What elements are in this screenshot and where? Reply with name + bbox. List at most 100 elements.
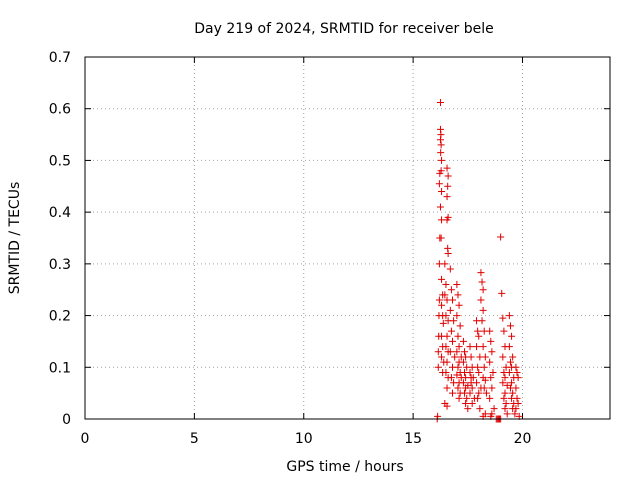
- data-point: [500, 327, 508, 335]
- data-point: [447, 286, 455, 294]
- data-point: [462, 399, 470, 407]
- x-tick-label: 20: [514, 431, 532, 447]
- data-point: [505, 343, 513, 351]
- data-point: [455, 394, 463, 402]
- data-point: [435, 296, 443, 304]
- data-point: [442, 281, 450, 289]
- data-point: [474, 327, 482, 335]
- data-point: [488, 348, 496, 356]
- data-point: [462, 384, 470, 392]
- data-point: [438, 187, 446, 195]
- data-point: [508, 332, 516, 340]
- data-points: [433, 99, 523, 423]
- data-point: [468, 384, 476, 392]
- axis-ticks: [84, 56, 610, 420]
- data-point: [503, 410, 511, 418]
- data-point: [446, 265, 454, 273]
- y-tick-label: 0.1: [49, 360, 71, 376]
- data-point: [455, 343, 463, 351]
- data-point: [443, 332, 451, 340]
- data-point: [444, 172, 452, 180]
- data-point: [437, 141, 445, 149]
- data-point: [475, 368, 483, 376]
- data-point: [479, 286, 487, 294]
- data-point: [434, 363, 442, 371]
- data-point: [481, 376, 489, 384]
- data-point: [459, 358, 467, 366]
- data-point: [512, 363, 520, 371]
- data-point: [437, 167, 445, 175]
- data-point: [454, 291, 462, 299]
- data-point: [447, 327, 455, 335]
- data-point: [443, 193, 451, 201]
- data-point: [480, 384, 488, 392]
- x-tick-label: 10: [295, 431, 313, 447]
- data-point: [439, 319, 447, 327]
- data-point: [453, 281, 461, 289]
- data-point: [514, 374, 522, 382]
- data-point: [467, 353, 475, 361]
- data-point: [441, 260, 449, 268]
- data-point: [443, 384, 451, 392]
- data-point: [501, 405, 509, 413]
- chart-title: Day 219 of 2024, SRMTID for receiver bel…: [194, 21, 493, 37]
- data-point: [450, 317, 458, 325]
- data-point: [499, 379, 507, 387]
- data-point: [482, 389, 490, 397]
- data-point: [453, 312, 461, 320]
- data-point: [498, 289, 506, 297]
- data-point: [436, 99, 444, 107]
- data-point: [456, 322, 464, 330]
- data-point: [509, 353, 517, 361]
- data-point: [476, 405, 484, 413]
- data-point: [479, 343, 487, 351]
- data-point: [479, 306, 487, 314]
- data-point: [502, 399, 510, 407]
- data-point: [499, 353, 507, 361]
- data-point: [509, 389, 517, 397]
- data-point: [501, 389, 509, 397]
- data-point: [466, 343, 474, 351]
- data-point: [442, 368, 450, 376]
- y-tick-labels: 0 0.1 0.2 0.3 0.4 0.5 0.6 0.7: [49, 50, 71, 428]
- data-point: [499, 314, 507, 322]
- data-point: [506, 358, 514, 366]
- data-point: [467, 374, 475, 382]
- data-point: [446, 306, 454, 314]
- data-point: [489, 368, 497, 376]
- x-axis-label: GPS time / hours: [286, 459, 403, 475]
- data-point: [474, 394, 482, 402]
- grid-lines: [85, 57, 610, 419]
- data-point: [497, 233, 505, 241]
- data-point: [438, 353, 446, 361]
- data-point: [446, 348, 454, 356]
- data-point: [451, 353, 459, 361]
- data-point: [478, 278, 486, 286]
- data-point: [438, 156, 446, 164]
- data-point: [464, 405, 472, 413]
- data-point: [463, 394, 471, 402]
- data-point: [461, 348, 469, 356]
- data-point: [454, 384, 462, 392]
- data-point: [459, 379, 467, 387]
- data-point: [466, 389, 474, 397]
- data-point: [454, 332, 462, 340]
- data-point: [436, 136, 444, 144]
- y-tick-label: 0.5: [49, 153, 71, 169]
- data-point: [513, 368, 521, 376]
- data-point: [438, 275, 446, 283]
- data-point: [486, 358, 494, 366]
- x-tick-label: 0: [81, 431, 90, 447]
- data-point: [447, 374, 455, 382]
- data-point: [459, 337, 467, 345]
- data-point: [441, 291, 449, 299]
- y-tick-label: 0.4: [49, 205, 71, 221]
- data-point: [443, 164, 451, 172]
- data-point: [466, 368, 474, 376]
- data-point: [477, 269, 485, 277]
- data-point: [443, 358, 451, 366]
- data-point: [500, 394, 508, 402]
- data-point: [454, 363, 462, 371]
- y-tick-label: 0.6: [49, 102, 71, 118]
